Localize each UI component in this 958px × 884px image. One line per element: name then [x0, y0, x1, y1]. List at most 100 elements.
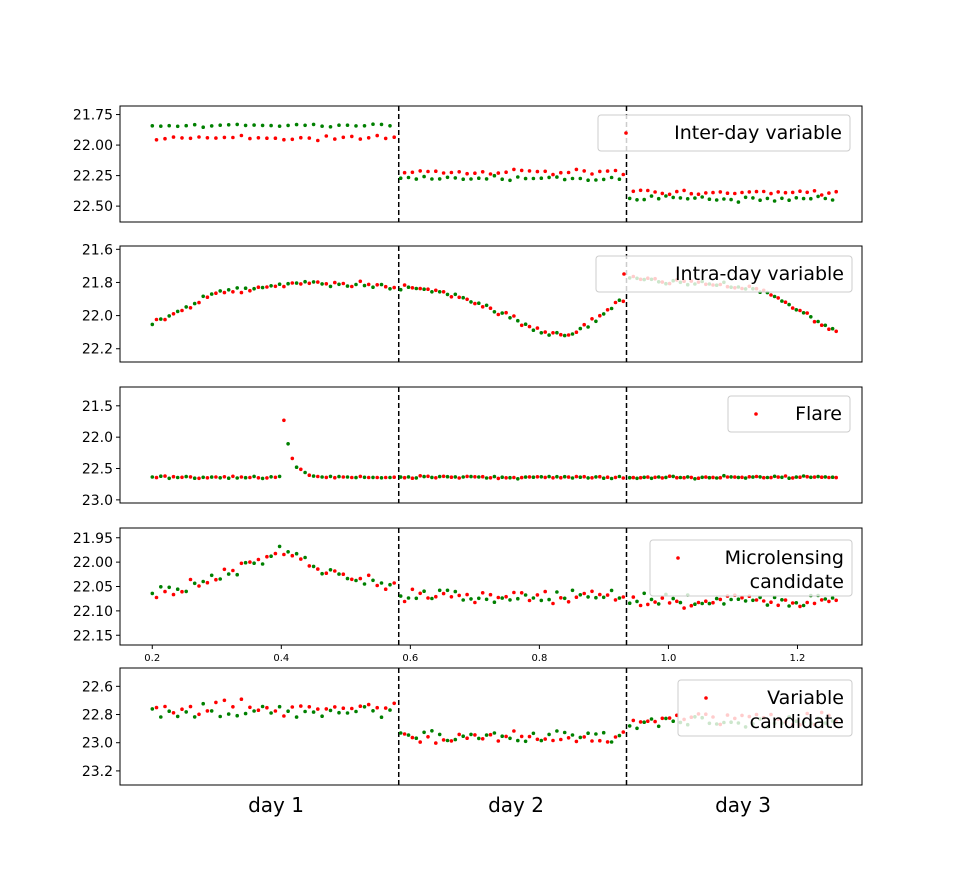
data-point	[392, 581, 397, 585]
data-point	[725, 475, 730, 479]
data-point	[512, 590, 516, 595]
legend-marker	[704, 696, 708, 700]
data-point	[783, 190, 788, 195]
data-point	[252, 709, 256, 713]
data-point	[798, 189, 802, 193]
data-point	[410, 587, 415, 592]
data-point	[320, 475, 324, 479]
data-point	[660, 476, 665, 480]
data-point	[231, 568, 235, 573]
data-point	[205, 580, 210, 585]
data-point	[582, 735, 586, 739]
data-point	[653, 719, 657, 724]
legend-marker	[624, 131, 628, 135]
data-point	[453, 737, 458, 742]
legend-box	[677, 679, 853, 737]
data-point	[586, 325, 590, 329]
data-point	[601, 476, 606, 481]
data-point	[286, 709, 290, 713]
data-point	[621, 476, 626, 480]
data-point	[316, 474, 320, 479]
data-point	[311, 474, 316, 478]
data-point	[527, 734, 532, 739]
data-point	[523, 322, 528, 327]
data-point	[154, 705, 159, 710]
data-point	[547, 597, 551, 602]
data-point	[678, 600, 683, 605]
data-point	[539, 598, 544, 603]
data-point	[582, 169, 586, 173]
data-point	[282, 137, 286, 142]
data-point	[559, 170, 563, 175]
data-point	[801, 196, 806, 201]
data-point	[761, 475, 766, 480]
data-point	[303, 709, 307, 714]
data-point	[445, 588, 450, 593]
data-point	[570, 588, 575, 593]
data-point	[671, 596, 675, 601]
data-point	[445, 474, 450, 479]
data-point	[790, 190, 795, 195]
data-point	[375, 583, 380, 588]
data-point	[167, 476, 171, 481]
data-point	[402, 599, 407, 604]
data-point	[410, 286, 415, 290]
data-point	[414, 476, 419, 480]
data-point	[790, 601, 795, 605]
data-point	[729, 597, 733, 602]
data-point	[535, 593, 540, 597]
legend-marker	[622, 272, 626, 276]
data-point	[422, 589, 426, 593]
legend-label: Microlensing	[725, 547, 844, 569]
data-point	[819, 193, 824, 197]
data-point	[320, 124, 324, 128]
data-point	[613, 300, 618, 305]
data-point	[252, 123, 256, 127]
data-point	[578, 735, 583, 740]
data-point	[704, 191, 708, 195]
data-point	[453, 589, 458, 594]
data-point	[180, 475, 184, 480]
data-point	[422, 730, 426, 735]
data-point	[265, 554, 269, 559]
data-point	[167, 585, 171, 590]
data-point	[324, 707, 329, 711]
data-point	[609, 588, 614, 593]
data-point	[671, 719, 675, 723]
data-point	[598, 313, 602, 318]
data-point	[243, 475, 248, 480]
data-point	[260, 476, 265, 481]
data-point	[324, 475, 329, 480]
data-point	[519, 734, 524, 739]
data-point	[508, 475, 512, 480]
data-point	[180, 707, 184, 711]
data-point	[188, 136, 193, 141]
data-point	[492, 173, 497, 178]
data-point	[197, 476, 201, 481]
data-point	[488, 476, 493, 480]
data-point	[379, 476, 384, 480]
data-point	[430, 596, 434, 601]
data-point	[543, 475, 547, 480]
data-point	[805, 311, 809, 315]
data-point	[226, 572, 231, 576]
data-point	[209, 475, 214, 479]
data-point	[823, 475, 828, 479]
data-point	[547, 732, 551, 737]
data-point	[388, 475, 392, 480]
data-point	[201, 579, 205, 584]
data-point	[383, 587, 388, 591]
data-point	[613, 598, 618, 602]
data-point	[555, 590, 559, 594]
data-point	[418, 740, 423, 744]
data-point	[256, 476, 261, 480]
data-point	[733, 191, 737, 196]
data-point	[222, 567, 227, 572]
data-point	[286, 550, 290, 554]
data-point	[598, 169, 602, 174]
data-point	[566, 170, 571, 175]
data-point	[222, 698, 227, 703]
data-point	[646, 719, 650, 723]
data-point	[354, 578, 358, 583]
